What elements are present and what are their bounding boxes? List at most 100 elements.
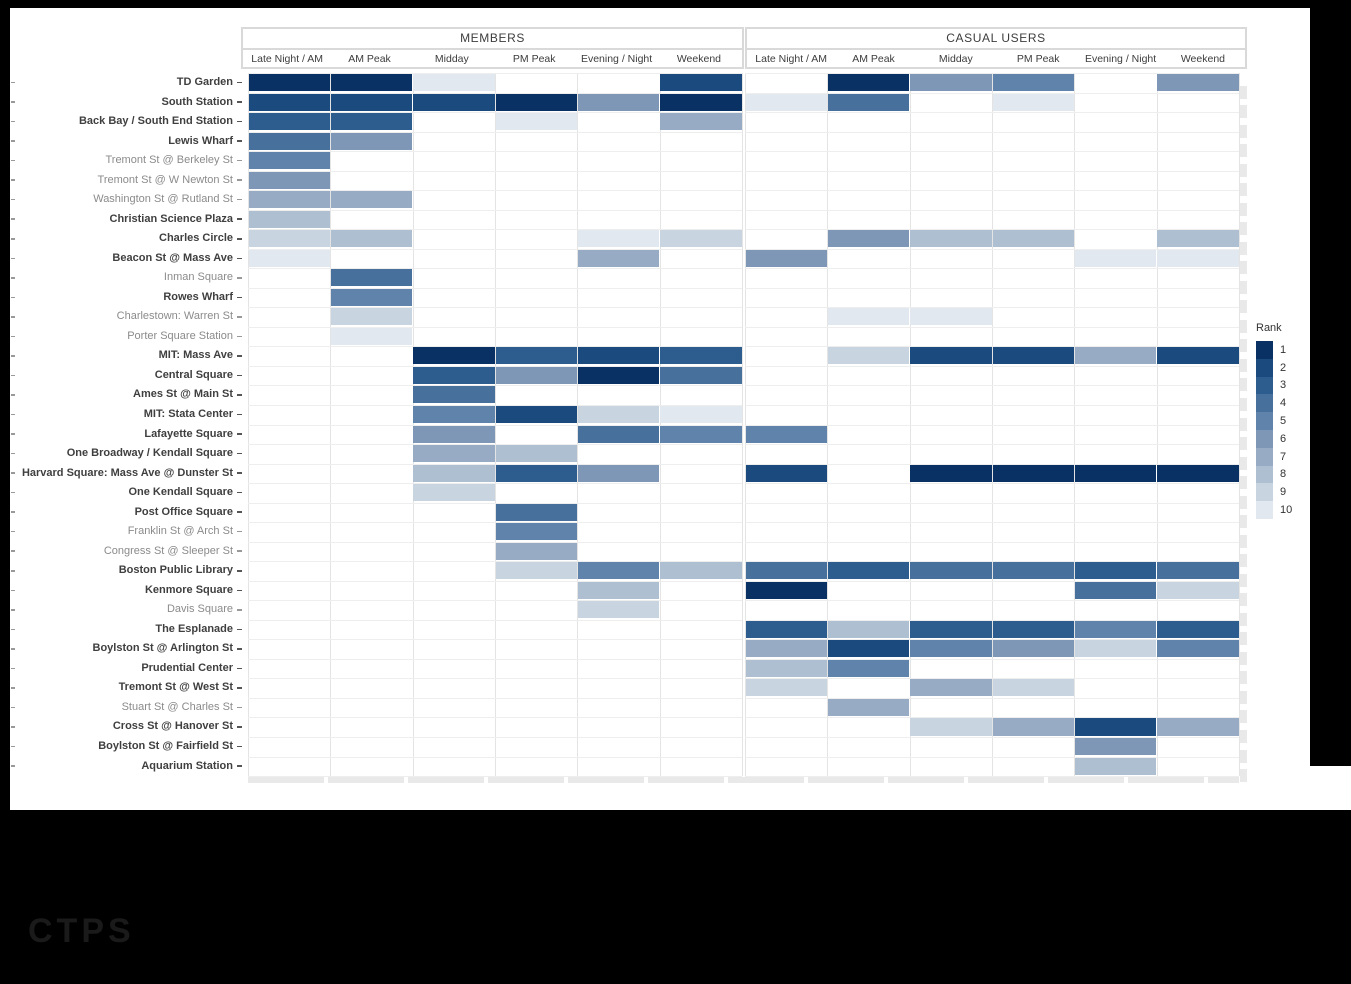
y-tick-outer	[11, 257, 15, 260]
edge-stripe-block	[1239, 358, 1247, 372]
edge-stripe-block	[1239, 222, 1247, 236]
heatmap-cell-rank-5	[1157, 640, 1239, 658]
grid-vline	[742, 73, 744, 777]
edge-stripe-block	[1239, 495, 1247, 509]
edge-stripe-block	[1239, 749, 1247, 763]
heatmap-cell-rank-4	[330, 269, 413, 287]
edge-stripe-block	[1239, 241, 1247, 255]
grid-hline	[745, 717, 1240, 719]
row-label: One Kendall Square	[128, 486, 233, 499]
row-label: Prudential Center	[141, 661, 233, 674]
facet-box-casual: CASUAL USERS Late Night / AM AM Peak Midda…	[745, 27, 1247, 69]
grid-hline	[248, 365, 743, 367]
heatmap-cell-rank-5	[248, 152, 330, 170]
grid-hline	[248, 522, 743, 524]
heatmap-cell-rank-10	[577, 230, 660, 248]
grid-hline	[745, 365, 1240, 367]
y-tick-inner	[237, 355, 242, 357]
row-label: Post Office Square	[134, 505, 233, 518]
heatmap-cell-rank-2	[745, 464, 827, 482]
y-tick-outer	[11, 667, 15, 670]
heatmap-cell-rank-7	[660, 113, 742, 131]
legend-label: 6	[1280, 432, 1287, 445]
row-label: Boylston St @ Arlington St	[92, 642, 233, 655]
heatmap-cell-rank-6	[413, 425, 495, 443]
row-label: Tremont St @ Berkeley St	[105, 154, 233, 167]
heatmap-cell-rank-10	[827, 308, 910, 326]
heatmap-cell-rank-2	[577, 347, 660, 365]
row-label: Kenmore Square	[144, 583, 233, 596]
column-headers-casual: Late Night / AM AM Peak Midday PM Peak Eveni…	[747, 50, 1245, 69]
edge-stripe-block	[1239, 378, 1247, 392]
edge-stripe-block	[1239, 85, 1247, 99]
grid-hline	[248, 385, 743, 387]
grid-hline	[248, 307, 743, 309]
grid-hline	[248, 483, 743, 485]
heatmap-cell-rank-10	[910, 308, 992, 326]
y-tick-outer	[11, 433, 15, 435]
y-tick-inner	[237, 81, 242, 84]
y-tick-outer	[11, 550, 15, 552]
grid-hline	[745, 737, 1240, 739]
y-tick-inner	[237, 570, 242, 572]
legend-entry: 4	[1256, 394, 1292, 413]
legend-entry: 8	[1256, 465, 1292, 484]
heatmap-cell-rank-6	[992, 640, 1074, 658]
grid-hline	[745, 756, 1240, 758]
row-label: TD Garden	[176, 76, 233, 88]
heatmap-cell-rank-1	[745, 581, 827, 599]
y-tick-inner	[237, 140, 242, 142]
heatmap-cell-rank-9	[413, 484, 495, 502]
column-header-late-night-am: Late Night / AM	[251, 53, 324, 65]
grid-hline	[248, 658, 743, 660]
heatmap-cell-rank-3	[660, 347, 742, 365]
grid-hline	[745, 112, 1240, 114]
y-tick-inner	[237, 491, 242, 494]
grid-hline	[248, 209, 743, 211]
grid-hline	[248, 248, 743, 250]
legend-label: 9	[1280, 486, 1287, 499]
y-tick-outer	[11, 335, 15, 338]
edge-stripe-block	[1239, 515, 1247, 529]
heatmap-cell-rank-1	[1157, 464, 1239, 482]
grid-hline	[745, 405, 1240, 406]
edge-stripe-block	[1239, 632, 1247, 646]
y-tick-outer	[11, 81, 15, 84]
grid-hline	[745, 346, 1240, 348]
heatmap-cell-rank-7	[495, 542, 577, 560]
heatmap-cell-rank-1	[495, 93, 577, 111]
heatmap-cell-rank-8	[413, 464, 495, 482]
grid-hline	[745, 600, 1240, 602]
y-tick-outer	[11, 198, 15, 201]
heatmap-cell-rank-10	[1074, 249, 1157, 267]
y-tick-inner	[237, 179, 242, 181]
column-header-midday: Midday	[434, 53, 469, 65]
row-label: Lewis Wharf	[168, 134, 233, 147]
heatmap-cell-rank-3	[330, 113, 413, 131]
y-tick-inner	[237, 745, 242, 748]
heatmap-cell-rank-2	[660, 74, 742, 92]
column-header-am-peak: AM Peak	[852, 53, 895, 65]
heatmap-cell-rank-6	[827, 230, 910, 248]
y-tick-outer	[11, 452, 15, 455]
legend-swatch-rank-8	[1256, 465, 1273, 484]
y-tick-outer	[11, 706, 15, 709]
heatmap-cell-rank-5	[495, 523, 577, 541]
edge-stripe-block	[1239, 105, 1247, 119]
y-tick-inner	[237, 238, 242, 240]
heatmap-cell-rank-9	[660, 230, 742, 248]
heatmap-cell-rank-4	[660, 366, 742, 384]
edge-stripe-block	[1239, 690, 1247, 704]
heatmap-cell-rank-8	[992, 230, 1074, 248]
legend-swatch-rank-10	[1256, 501, 1273, 519]
heatmap-cell-rank-1	[577, 366, 660, 384]
y-tick-inner	[237, 765, 242, 767]
heatmap-cell-rank-9	[577, 601, 660, 619]
row-label: Harvard Square: Mass Ave @ Dunster St	[21, 466, 233, 479]
legend-entry: 3	[1256, 376, 1292, 395]
heatmap-cell-rank-4	[577, 425, 660, 443]
y-tick-inner	[237, 277, 242, 279]
y-tick-outer	[11, 472, 15, 474]
grid-hline	[745, 287, 1240, 289]
legend-swatch-rank-2	[1256, 358, 1273, 377]
